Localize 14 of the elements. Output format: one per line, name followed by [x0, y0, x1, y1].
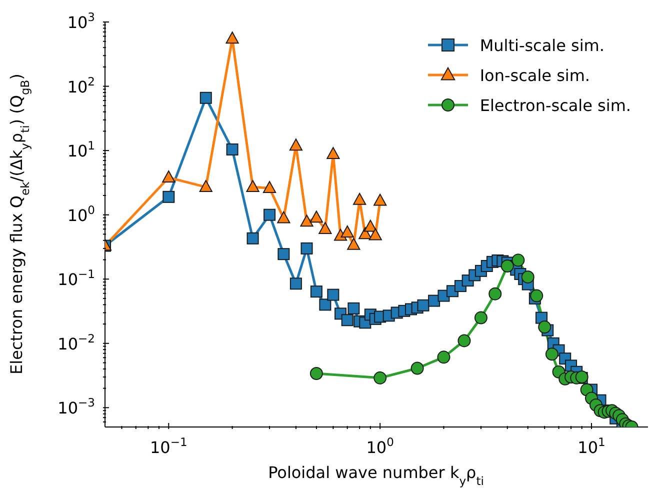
y-tick-label: 10$^{3}$ [67, 10, 95, 32]
y-tick-label: 10$^{−3}$ [58, 396, 95, 418]
x-axis-title: Poloidal wave number k$_{y}$ρ$_{ti}$ [268, 463, 484, 488]
x-tick-label: 10$^{1}$ [578, 435, 606, 457]
legend-label: Multi-scale sim. [480, 36, 604, 54]
legend-label: Ion-scale sim. [480, 66, 590, 84]
y-tick-label: 10$^{2}$ [67, 74, 95, 96]
legend-label: Electron-scale sim. [480, 96, 631, 114]
y-tick-label: 10$^{0}$ [67, 202, 95, 225]
x-tick-label: 10$^{−1}$ [150, 435, 188, 457]
y-tick-label: 10$^{1}$ [67, 138, 95, 161]
y-tick-label: 10$^{−1}$ [58, 267, 95, 290]
y-tick-label: 10$^{−2}$ [58, 331, 95, 354]
x-tick-label: 10$^{0}$ [366, 435, 394, 457]
